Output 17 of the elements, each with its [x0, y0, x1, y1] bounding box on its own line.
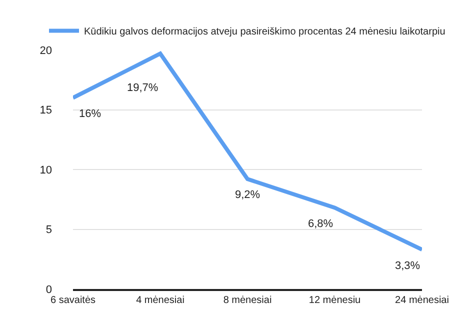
data-label: 16%: [79, 108, 102, 120]
x-tick-label: 8 mėnesiai: [223, 295, 272, 306]
data-label: 9,2%: [235, 189, 260, 201]
x-tick-label: 6 savaitės: [50, 295, 96, 306]
x-tick-label: 4 mėnesiai: [136, 295, 184, 306]
y-tick-label: 20: [40, 44, 52, 57]
y-tick-label: 15: [40, 104, 52, 117]
y-tick-label: 5: [46, 224, 52, 236]
data-label: 6,8%: [308, 218, 334, 230]
data-label: 19,7%: [127, 82, 158, 94]
x-tick-label: 12 mėnesiu: [308, 295, 361, 306]
x-tick-label: 24 mėnesiai: [395, 295, 449, 306]
y-tick-label: 0: [46, 284, 52, 296]
y-tick-label: 10: [40, 164, 52, 176]
legend-label: Kūdikiu galvos deformacijos atveju pasireiškimo procentas 24 mėnesiu laikotarpiu: [84, 26, 446, 38]
data-label: 3,3%: [395, 260, 420, 272]
line-series: [73, 52, 422, 252]
